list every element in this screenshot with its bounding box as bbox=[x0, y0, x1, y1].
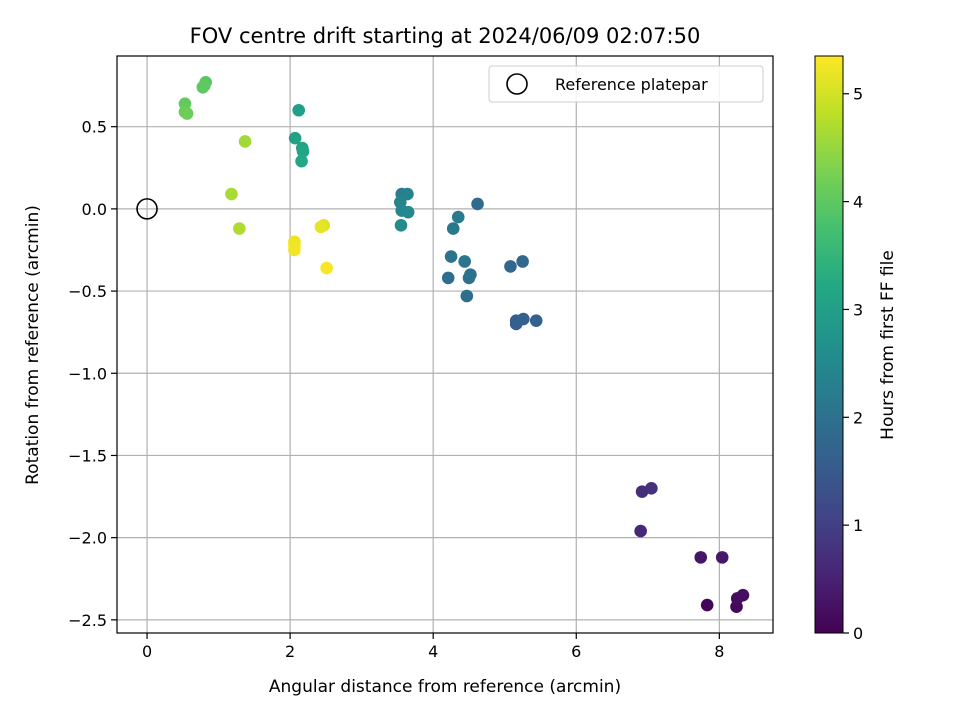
grid bbox=[117, 56, 773, 633]
colorbar-gradient bbox=[814, 55, 844, 634]
data-point bbox=[451, 210, 465, 224]
reference-platepar-marker bbox=[136, 198, 158, 220]
data-point bbox=[394, 219, 408, 232]
data-point bbox=[645, 482, 658, 495]
y-tick-label: −0.5 bbox=[68, 282, 107, 301]
data-point bbox=[238, 135, 252, 148]
y-tick-label: −1.5 bbox=[68, 446, 107, 465]
data-point bbox=[517, 312, 530, 326]
chart-title: FOV centre drift starting at 2024/06/09 … bbox=[190, 24, 701, 48]
data-point bbox=[715, 551, 729, 564]
y-tick-label: −2.5 bbox=[68, 611, 107, 630]
data-point bbox=[320, 261, 333, 275]
data-point bbox=[288, 243, 301, 257]
x-axis: 0 2 4 6 8 bbox=[142, 633, 724, 661]
legend: Reference platepar bbox=[488, 65, 764, 103]
legend-box bbox=[488, 65, 764, 103]
x-tick-label: 8 bbox=[714, 642, 724, 661]
data-point bbox=[460, 289, 474, 303]
data-point bbox=[504, 260, 517, 273]
data-point bbox=[401, 187, 414, 201]
data-point bbox=[196, 80, 210, 94]
data-point bbox=[736, 588, 750, 602]
data-point bbox=[292, 103, 306, 117]
y-tick-label: 0.0 bbox=[82, 200, 107, 219]
x-tick-label: 6 bbox=[571, 642, 581, 661]
data-point bbox=[401, 205, 415, 219]
x-axis-label: Angular distance from reference (arcmin) bbox=[269, 677, 621, 697]
plot-frame bbox=[116, 55, 774, 634]
legend-reference-icon bbox=[506, 73, 528, 95]
y-axis: 0.5 0.0 −0.5 −1.0 −1.5 −2.0 −2.5 bbox=[68, 118, 117, 630]
x-tick-label: 2 bbox=[285, 642, 295, 661]
colorbar-tick-label: 2 bbox=[853, 408, 863, 427]
colorbar-ticks: 0 1 2 3 4 5 bbox=[843, 85, 863, 643]
scatter-points bbox=[178, 76, 750, 613]
y-tick-label: 0.5 bbox=[82, 118, 107, 137]
data-point bbox=[444, 250, 458, 263]
data-point bbox=[458, 255, 471, 268]
data-point bbox=[462, 271, 476, 285]
colorbar-tick-label: 0 bbox=[853, 624, 863, 643]
data-point bbox=[225, 187, 238, 201]
colorbar-tick-label: 4 bbox=[853, 193, 863, 212]
data-point bbox=[233, 222, 246, 235]
data-point bbox=[288, 131, 302, 145]
data-point bbox=[295, 154, 308, 168]
colorbar-tick-label: 3 bbox=[853, 300, 863, 319]
data-point bbox=[296, 145, 310, 158]
legend-label: Reference platepar bbox=[555, 75, 708, 94]
colorbar-tick-label: 1 bbox=[853, 516, 863, 535]
data-point bbox=[314, 220, 328, 234]
data-point bbox=[516, 255, 529, 268]
data-point bbox=[529, 314, 543, 327]
x-tick-label: 0 bbox=[142, 642, 152, 661]
data-point bbox=[441, 271, 455, 285]
data-point bbox=[694, 551, 708, 564]
y-axis-label: Rotation from reference (arcmin) bbox=[23, 205, 43, 485]
colorbar-label: Hours from first FF file bbox=[878, 250, 898, 440]
x-tick-label: 4 bbox=[428, 642, 438, 661]
data-point bbox=[471, 197, 484, 211]
data-point bbox=[634, 524, 647, 538]
colorbar: 0 1 2 3 4 5 Hours from first FF file bbox=[814, 55, 898, 643]
data-point bbox=[180, 107, 194, 120]
colorbar-tick-label: 5 bbox=[853, 85, 863, 104]
y-tick-label: −1.0 bbox=[68, 364, 107, 383]
y-tick-label: −2.0 bbox=[68, 529, 107, 548]
data-point bbox=[446, 222, 460, 235]
data-point bbox=[700, 598, 714, 612]
